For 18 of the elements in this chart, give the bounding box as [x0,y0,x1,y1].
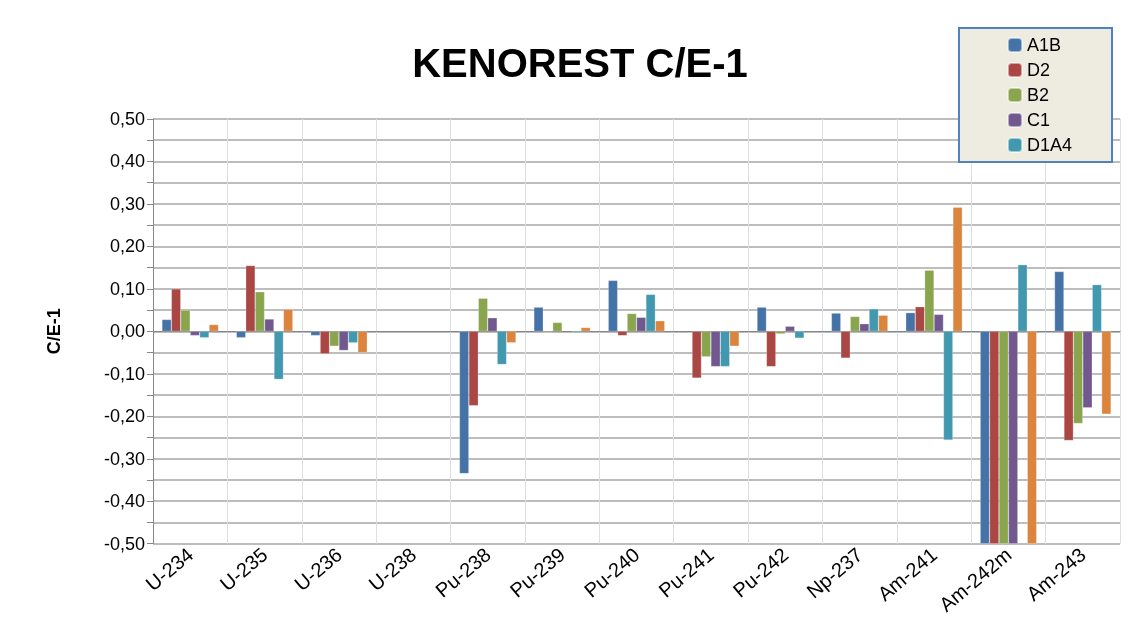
y-tick-label: -0,50 [103,533,145,554]
legend-label: B2 [1026,85,1049,105]
legend-label: D1A4 [1026,135,1072,155]
y-tick-label: -0,10 [103,363,145,384]
y-tick-label: 0,50 [109,109,145,129]
y-tick-label: -0,30 [103,448,145,469]
y-axis-title: C/E-1 [44,308,64,355]
y-tick-label: 0,00 [109,321,145,342]
legend-label: A1B [1026,35,1061,55]
legend-label: C1 [1026,110,1050,130]
legend-label: D2 [1026,60,1050,80]
y-tick-label: 0,20 [109,236,145,257]
y-tick-label: 0,30 [109,193,145,214]
y-tick-label: 0,10 [109,278,145,299]
y-tick-label: -0,40 [103,491,145,512]
chart-title: KENOREST C/E-1 [412,41,748,85]
y-tick-label: 0,40 [109,151,145,172]
y-tick-label: -0,20 [103,406,145,427]
